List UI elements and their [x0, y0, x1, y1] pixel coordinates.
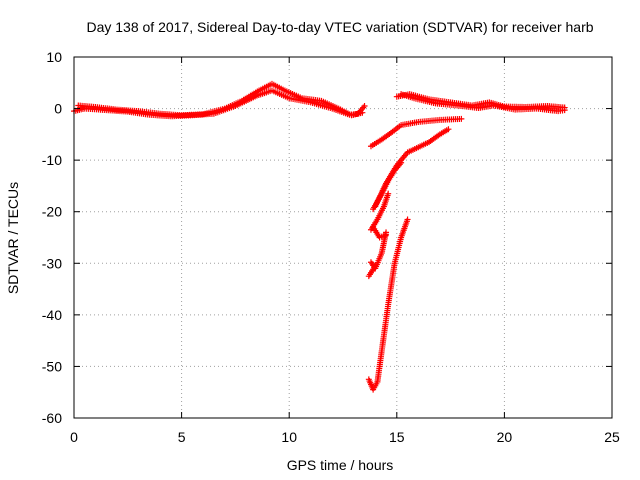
track-6-point — [385, 190, 392, 197]
x-tick-label: 10 — [281, 429, 297, 445]
plot-frame — [73, 56, 613, 419]
x-tick-label: 0 — [70, 429, 78, 445]
track-9-point — [372, 262, 379, 269]
x-tick-label: 20 — [497, 429, 513, 445]
points-layer — [71, 80, 568, 393]
x-tick-label: 25 — [604, 429, 620, 445]
x-tick-label: 15 — [389, 429, 405, 445]
track-12-point — [561, 107, 568, 114]
track-8-point — [383, 229, 390, 236]
chart-title: Day 138 of 2017, Sidereal Day-to-day VTE… — [86, 19, 593, 35]
y-tick-label: -20 — [42, 204, 62, 220]
track-1-point — [361, 102, 368, 109]
track-2-point — [359, 109, 366, 116]
y-tick-label: -40 — [42, 307, 62, 323]
y-tick-label: -50 — [42, 358, 62, 374]
y-tick-label: 10 — [46, 49, 62, 65]
tick-layer: 0 5 10 15 20 25 10 0 -10 -20 -30 -40 -50 -60 — [42, 49, 620, 445]
track-10-point — [404, 216, 411, 223]
x-tick-label: 5 — [178, 429, 186, 445]
y-tick-label: -30 — [42, 255, 62, 271]
x-axis-label: GPS time / hours — [287, 457, 394, 473]
y-axis-label: SDTVAR / TECUs — [5, 182, 21, 294]
y-tick-label: 0 — [54, 101, 62, 117]
y-tick-label: -10 — [42, 152, 62, 168]
track-3-point — [458, 115, 465, 122]
track-5-point — [445, 126, 452, 133]
y-tick-label: -60 — [42, 410, 62, 426]
